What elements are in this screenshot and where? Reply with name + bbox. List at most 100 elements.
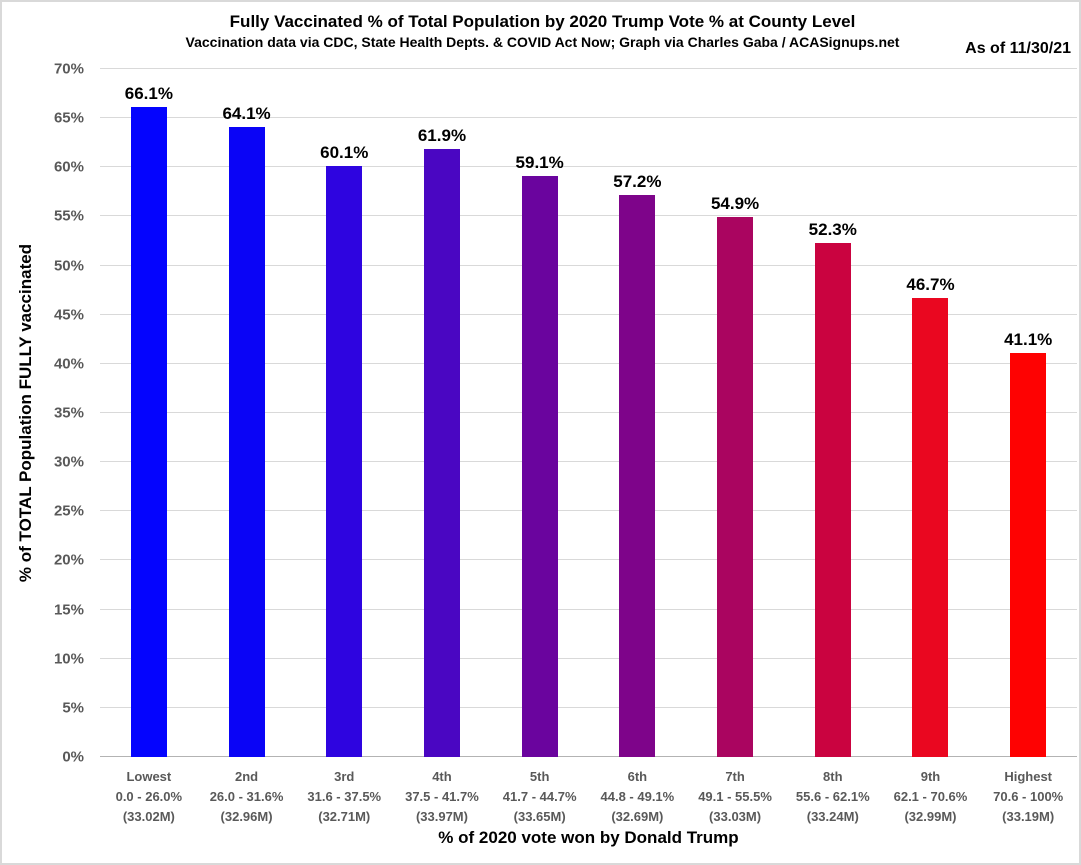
x-category-population: (33.65M) — [513, 809, 566, 824]
gridline — [100, 608, 1077, 610]
x-category-population: (33.19M) — [1002, 809, 1055, 824]
gridline — [100, 117, 1077, 119]
x-category-range: 41.7 - 44.7% — [502, 789, 577, 804]
y-tick-label: 70% — [53, 60, 84, 78]
gridline — [100, 559, 1077, 561]
bar: 64.1% — [222, 104, 271, 757]
gridline — [100, 362, 1077, 364]
bar-slot: 59.1% — [491, 69, 589, 757]
bar-slot: 41.1% — [979, 69, 1077, 757]
bar-slot: 57.2% — [589, 69, 687, 757]
x-category-range: 0.0 - 26.0% — [115, 789, 183, 804]
bar-slot: 66.1% — [100, 69, 198, 757]
bar: 41.1% — [1004, 330, 1052, 757]
x-category-population: (32.96M) — [220, 809, 273, 824]
gridline — [100, 657, 1077, 659]
x-axis-title: % of 2020 vote won by Donald Trump — [438, 828, 739, 847]
y-axis-ticks: 0% 5% 10% 15% 20% 25% 30% 35% 40% 45% 50% 55% 60% 65%… — [2, 62, 92, 765]
x-category-tier: 7th — [725, 769, 745, 784]
chart-subtitle: Vaccination data via CDC, State Health D… — [185, 34, 900, 50]
x-category-population: (32.71M) — [318, 809, 371, 824]
bar: 59.1% — [516, 153, 564, 757]
bar-value-label: 66.1% — [124, 84, 173, 104]
x-category-tier: 8th — [823, 769, 843, 784]
x-category-tier: 3rd — [334, 769, 355, 784]
x-category-range: 26.0 - 31.6% — [209, 789, 284, 804]
x-category-tier: 9th — [920, 769, 941, 784]
x-category-label: 2nd 26.0 - 31.6% (32.96M) — [198, 767, 296, 827]
x-category-label: 6th 44.8 - 49.1% (32.69M) — [589, 767, 687, 827]
gridline — [100, 706, 1077, 708]
bar-value-label: 52.3% — [808, 219, 857, 239]
bar-slot: 61.9% — [393, 69, 491, 757]
y-tick-label: 10% — [53, 650, 84, 668]
x-category-label: 7th 49.1 - 55.5% (33.03M) — [686, 767, 784, 827]
x-category-range: 70.6 - 100% — [993, 789, 1064, 804]
bar-value-label: 57.2% — [613, 171, 662, 191]
bar-slot: 52.3% — [784, 69, 882, 757]
bar: 57.2% — [613, 172, 661, 757]
plot-area: 66.1% 64.1% 60.1% 61.9% 59.1% 57.2% 54.9% 52.3%… — [100, 68, 1077, 757]
x-category-range: 62.1 - 70.6% — [893, 789, 968, 804]
bar: 54.9% — [711, 194, 759, 757]
bar-slot: 46.7% — [882, 69, 980, 757]
bar-value-label: 46.7% — [906, 275, 955, 295]
x-category-label: Lowest 0.0 - 26.0% (33.02M) — [100, 767, 198, 827]
bar-value-label: 61.9% — [417, 125, 467, 145]
y-tick-label: 40% — [53, 355, 84, 373]
x-category-tier: 6th — [627, 769, 648, 784]
x-axis-baseline — [100, 756, 1077, 757]
x-category-range: 55.6 - 62.1% — [795, 789, 870, 804]
gridline — [100, 68, 1077, 69]
x-category-range: 44.8 - 49.1% — [600, 789, 675, 804]
x-category-tier: 2nd — [234, 769, 259, 784]
y-tick-label: 60% — [53, 158, 84, 176]
y-tick-label: 20% — [53, 551, 84, 569]
x-axis-labels: Lowest 0.0 - 26.0% (33.02M) 2nd 26.0 - 31.6%… — [100, 767, 1077, 827]
bar-value-label: 59.1% — [515, 153, 564, 173]
x-category-tier: 4th — [432, 769, 452, 784]
y-tick-label: 65% — [53, 109, 84, 127]
x-category-range: 49.1 - 55.5% — [698, 789, 772, 804]
y-tick-label: 30% — [53, 453, 84, 471]
as-of-date: As of 11/30/21 — [965, 40, 1071, 57]
gridline — [100, 461, 1077, 463]
x-category-population: (33.03M) — [709, 809, 762, 824]
bar: 66.1% — [125, 84, 173, 757]
x-category-tier: 5th — [529, 769, 550, 784]
gridline — [100, 264, 1077, 266]
y-tick-label: 35% — [53, 404, 84, 422]
x-category-tier: Lowest — [126, 769, 172, 784]
bar-series: 66.1% 64.1% 60.1% 61.9% 59.1% 57.2% 54.9% 52.3%… — [100, 69, 1077, 757]
bar: 60.1% — [320, 143, 368, 757]
bar-slot: 60.1% — [295, 69, 393, 757]
bar: 46.7% — [906, 275, 955, 757]
y-tick-label: 45% — [53, 306, 84, 324]
x-category-population: (33.24M) — [806, 809, 859, 824]
x-category-population: (32.69M) — [611, 809, 664, 824]
x-category-label: 9th 62.1 - 70.6% (32.99M) — [882, 767, 980, 827]
y-tick-label: 50% — [53, 257, 84, 275]
bar-value-label: 64.1% — [222, 104, 271, 123]
chart-title: Fully Vaccinated % of Total Population b… — [229, 12, 856, 31]
x-category-range: 31.6 - 37.5% — [307, 789, 382, 804]
bar-value-label: 41.1% — [1004, 330, 1053, 350]
y-tick-label: 25% — [53, 502, 84, 520]
bar-slot: 64.1% — [198, 69, 296, 757]
bar: 52.3% — [809, 220, 857, 757]
x-category-tier: Highest — [1004, 769, 1053, 784]
bar-value-label: 60.1% — [320, 143, 369, 163]
gridline — [100, 166, 1077, 168]
gridline — [100, 313, 1077, 315]
gridline — [100, 412, 1077, 413]
x-category-label: Highest 70.6 - 100% (33.19M) — [979, 767, 1077, 827]
x-category-population: (33.97M) — [415, 809, 468, 824]
x-category-population: (33.02M) — [122, 809, 175, 824]
bar-value-label: 54.9% — [710, 194, 760, 214]
x-category-label: 5th 41.7 - 44.7% (33.65M) — [491, 767, 589, 827]
x-category-label: 4th 37.5 - 41.7% (33.97M) — [393, 767, 491, 827]
x-category-range: 37.5 - 41.7% — [405, 789, 479, 804]
y-tick-label: 15% — [53, 601, 84, 619]
gridline — [100, 215, 1077, 217]
